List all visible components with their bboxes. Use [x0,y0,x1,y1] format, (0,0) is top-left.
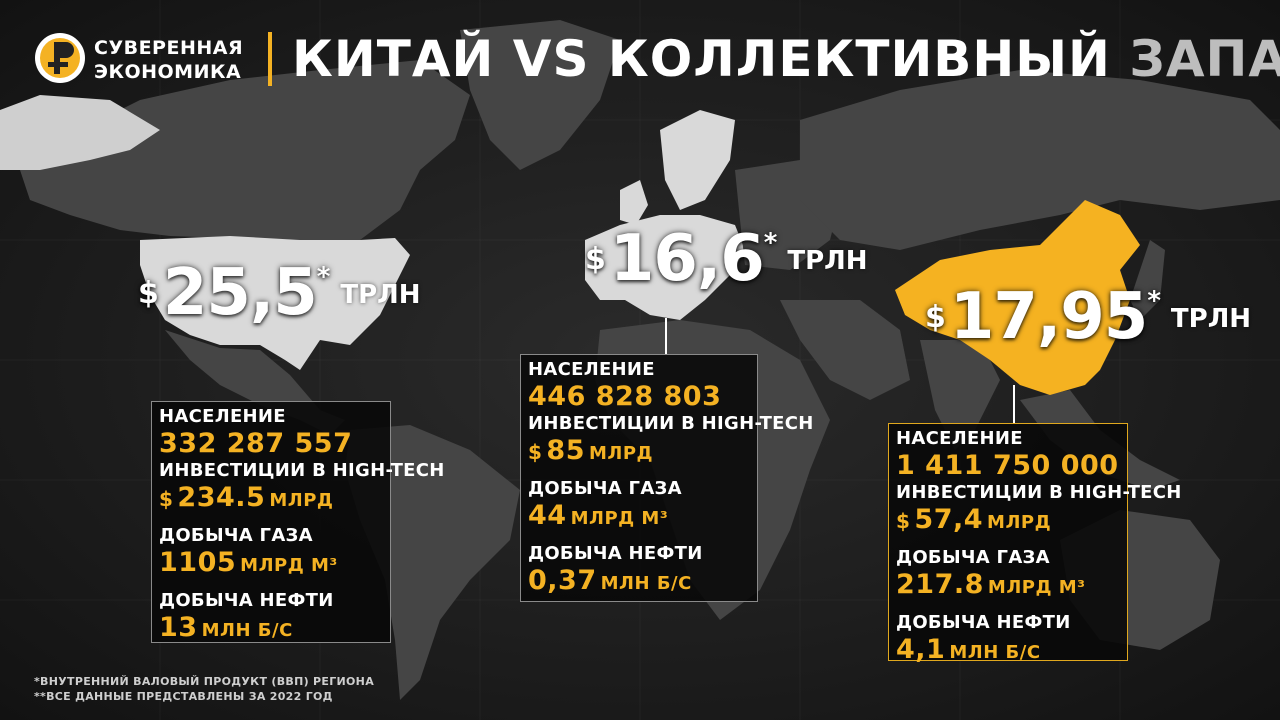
brand-name: СУВЕРЕННАЯ ЭКОНОМИКА [94,36,243,84]
header-divider [268,32,272,86]
usa-gas-unit: МЛРД М³ [240,555,338,576]
china-stats-box: НАСЕЛЕНИЕ 1 411 750 000 ИНВЕСТИЦИИ В HIG… [888,423,1181,665]
usa-gas-label: ДОБЫЧА ГАЗА [159,525,313,546]
eu-oil-value: 0,37 [528,565,597,596]
usa-land [140,236,410,370]
china-gdp-value: 17,95 [949,280,1148,354]
usa-hightech-value: 234.5 [177,482,266,513]
china-population-label: НАСЕЛЕНИЕ [896,428,1023,449]
china-population-value: 1 411 750 000 [896,450,1119,481]
usa-gdp-currency: $ [138,276,159,311]
china-land [895,200,1140,395]
usa-population-value: 332 287 557 [159,428,353,459]
canada-land [20,60,470,240]
eu-population-label: НАСЕЛЕНИЕ [528,359,655,380]
eu-hightech-currency: $ [528,440,543,464]
usa-gas-value: 1105 [159,547,237,578]
eu-oil-row: 0,37 МЛН Б/С [528,565,814,600]
usa-gas-row: 1105 МЛРД М³ [159,547,445,582]
china-gdp: $ 17,95 * ТРЛН [925,282,1251,352]
eu-connector-line [665,318,667,354]
usa-stats-box: НАСЕЛЕНИЕ 332 287 557 ИНВЕСТИЦИИ В HIGH-… [151,401,444,643]
china-connector-line [1013,385,1015,423]
eu-gas-unit: МЛРД М³ [570,508,669,529]
eu-gdp-unit: ТРЛН [787,246,868,276]
brand-line-1: СУВЕРЕННАЯ [94,37,244,59]
usa-oil-row: 13 МЛН Б/С [159,612,445,647]
china-gas-row: 217.8 МЛРД М³ [896,569,1182,604]
eu-oil-unit: МЛН Б/С [600,573,692,594]
eu-land [585,215,745,320]
china-gas-value: 217.8 [896,569,984,600]
middle-east-land [780,300,910,400]
china-oil-row: 4,1 МЛН Б/С [896,634,1182,669]
eu-hightech-label: ИНВЕСТИЦИИ В HIGH-TECH [528,413,814,434]
china-gdp-unit: ТРЛН [1170,304,1252,334]
usa-gdp-unit: ТРЛН [340,280,421,310]
usa-hightech-currency: $ [159,487,174,511]
russia-land [800,70,1280,250]
china-hightech-row: $57,4 МЛРД [896,504,1182,539]
china-hightech-currency: $ [896,509,911,533]
eu-gas-label: ДОБЫЧА ГАЗА [528,478,682,499]
china-oil-value: 4,1 [896,634,946,665]
usa-gdp-value: 25,5 [162,256,318,330]
usa-oil-label: ДОБЫЧА НЕФТИ [159,590,334,611]
usa-population-label: НАСЕЛЕНИЕ [159,406,286,427]
eu-hightech-row: $85 МЛРД [528,435,814,470]
usa-hightech-row: $234.5 МЛРД [159,482,445,517]
eu-hightech-value: 85 [546,435,585,466]
eu-hightech-unit: МЛРД [589,443,654,464]
usa-hightech-label: ИНВЕСТИЦИИ В HIGH-TECH [159,460,445,481]
eu-stats-box: НАСЕЛЕНИЕ 446 828 803 ИНВЕСТИЦИИ В HIGH-… [520,354,813,602]
brand-line-2: ЭКОНОМИКА [94,61,242,83]
eu-gas-value: 44 [528,500,567,531]
usa-gdp: $ 25,5 * ТРЛН [138,258,421,328]
china-hightech-value: 57,4 [914,504,984,535]
china-hightech-label: ИНВЕСТИЦИИ В HIGH-TECH [896,482,1182,503]
uk-land [620,180,648,225]
china-gas-label: ДОБЫЧА ГАЗА [896,547,1050,568]
eu-population-value: 446 828 803 [528,381,722,412]
eu-oil-label: ДОБЫЧА НЕФТИ [528,543,703,564]
usa-gdp-asterisk: * [316,262,331,292]
china-gdp-currency: $ [925,300,946,335]
china-gdp-asterisk: * [1147,286,1161,316]
india-land [920,340,1000,450]
greenland-land [460,20,620,170]
eu-gdp-value: 16,6 [609,222,765,296]
title-part-2: ЗАПАД [1129,30,1280,88]
scandinavia-land [660,110,735,210]
alaska-land [0,95,160,170]
usa-oil-unit: МЛН Б/С [201,620,293,641]
footnote-2: **ВСЕ ДАННЫЕ ПРЕДСТАВЛЕНЫ ЗА 2022 ГОД [34,690,333,703]
usa-oil-value: 13 [159,612,198,643]
eu-gas-row: 44 МЛРД М³ [528,500,814,535]
title-part-1: КИТАЙ VS КОЛЛЕКТИВНЫЙ [292,30,1111,88]
footnote-1: *ВНУТРЕННИЙ ВАЛОВЫЙ ПРОДУКТ (ВВП) РЕГИОН… [34,675,375,688]
eu-gdp-currency: $ [585,242,606,277]
usa-hightech-unit: МЛРД [269,490,334,511]
china-oil-label: ДОБЫЧА НЕФТИ [896,612,1071,633]
eu-gdp-asterisk: * [763,228,778,258]
footnotes: *ВНУТРЕННИЙ ВАЛОВЫЙ ПРОДУКТ (ВВП) РЕГИОН… [34,674,374,704]
logo-icon [35,33,85,83]
japan-land [1130,240,1165,320]
eu-gdp: $ 16,6 * ТРЛН [585,224,868,294]
page-title: КИТАЙ VS КОЛЛЕКТИВНЫЙ ЗАПАД [292,26,1280,92]
china-gas-unit: МЛРД М³ [987,577,1086,598]
china-hightech-unit: МЛРД [987,512,1052,533]
china-oil-unit: МЛН Б/С [949,642,1041,663]
